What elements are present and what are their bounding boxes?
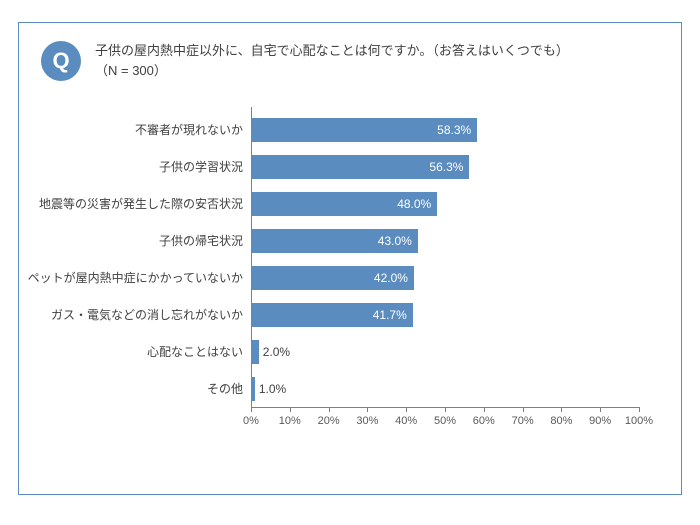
value-label: 41.7%: [373, 303, 407, 327]
x-tick: [523, 107, 524, 412]
x-tick-label: 40%: [395, 415, 417, 427]
chart-row: 不審者が現れないか58.3%: [251, 118, 639, 142]
x-tick-label: 80%: [550, 415, 572, 427]
value-label: 56.3%: [429, 155, 463, 179]
x-tick: [329, 107, 330, 412]
value-label: 43.0%: [378, 229, 412, 253]
value-label: 2.0%: [263, 340, 290, 364]
x-tick-label: 30%: [356, 415, 378, 427]
x-tick: [406, 107, 407, 412]
x-tick-label: 100%: [625, 415, 653, 427]
chart-row: ガス・電気などの消し忘れがないか41.7%: [251, 303, 639, 327]
x-tick-label: 20%: [318, 415, 340, 427]
chart-title: 子供の屋内熱中症以外に、自宅で心配なことは何ですか。（お答えはいくつでも）: [95, 41, 659, 61]
value-label: 42.0%: [374, 266, 408, 290]
chart-frame: Q 子供の屋内熱中症以外に、自宅で心配なことは何ですか。（お答えはいくつでも） …: [18, 22, 682, 495]
chart-row: ペットが屋内熱中症にかかっていないか42.0%: [251, 266, 639, 290]
chart-row: その他1.0%: [251, 377, 639, 401]
value-label: 58.3%: [437, 118, 471, 142]
x-tick-label: 60%: [473, 415, 495, 427]
category-label: その他: [207, 377, 243, 401]
x-tick-label: 50%: [434, 415, 456, 427]
x-tick: [484, 107, 485, 412]
x-tick: [367, 107, 368, 412]
chart-row: 地震等の災害が発生した際の安否状況48.0%: [251, 192, 639, 216]
x-tick: [445, 107, 446, 412]
x-tick-label: 70%: [512, 415, 534, 427]
bar-chart: 0%10%20%30%40%50%60%70%80%90%100% 不審者が現れ…: [251, 107, 639, 437]
chart-row: 子供の学習状況56.3%: [251, 155, 639, 179]
x-tick: [600, 107, 601, 412]
category-label: 地震等の災害が発生した際の安否状況: [39, 192, 243, 216]
chart-row: 心配なことはない2.0%: [251, 340, 639, 364]
value-label: 48.0%: [397, 192, 431, 216]
bar: [251, 340, 259, 364]
x-tick: [290, 107, 291, 412]
chart-row: 子供の帰宅状況43.0%: [251, 229, 639, 253]
category-label: 心配なことはない: [147, 340, 243, 364]
category-label: ペットが屋内熱中症にかかっていないか: [28, 266, 243, 290]
question-badge: Q: [41, 41, 81, 81]
category-label: 子供の帰宅状況: [159, 229, 243, 253]
category-label: 子供の学習状況: [159, 155, 243, 179]
x-tick-label: 10%: [279, 415, 301, 427]
bar: [251, 377, 255, 401]
title-block: 子供の屋内熱中症以外に、自宅で心配なことは何ですか。（お答えはいくつでも） （N…: [95, 41, 659, 80]
x-tick: [561, 107, 562, 412]
header: Q 子供の屋内熱中症以外に、自宅で心配なことは何ですか。（お答えはいくつでも） …: [41, 41, 659, 81]
question-letter: Q: [52, 48, 69, 74]
x-tick: [251, 107, 252, 412]
chart-subtitle: （N = 300）: [95, 61, 659, 81]
x-tick-label: 0%: [243, 415, 259, 427]
value-label: 1.0%: [259, 377, 286, 401]
x-tick-label: 90%: [589, 415, 611, 427]
category-label: 不審者が現れないか: [135, 118, 243, 142]
category-label: ガス・電気などの消し忘れがないか: [51, 303, 243, 327]
x-tick: [639, 107, 640, 412]
